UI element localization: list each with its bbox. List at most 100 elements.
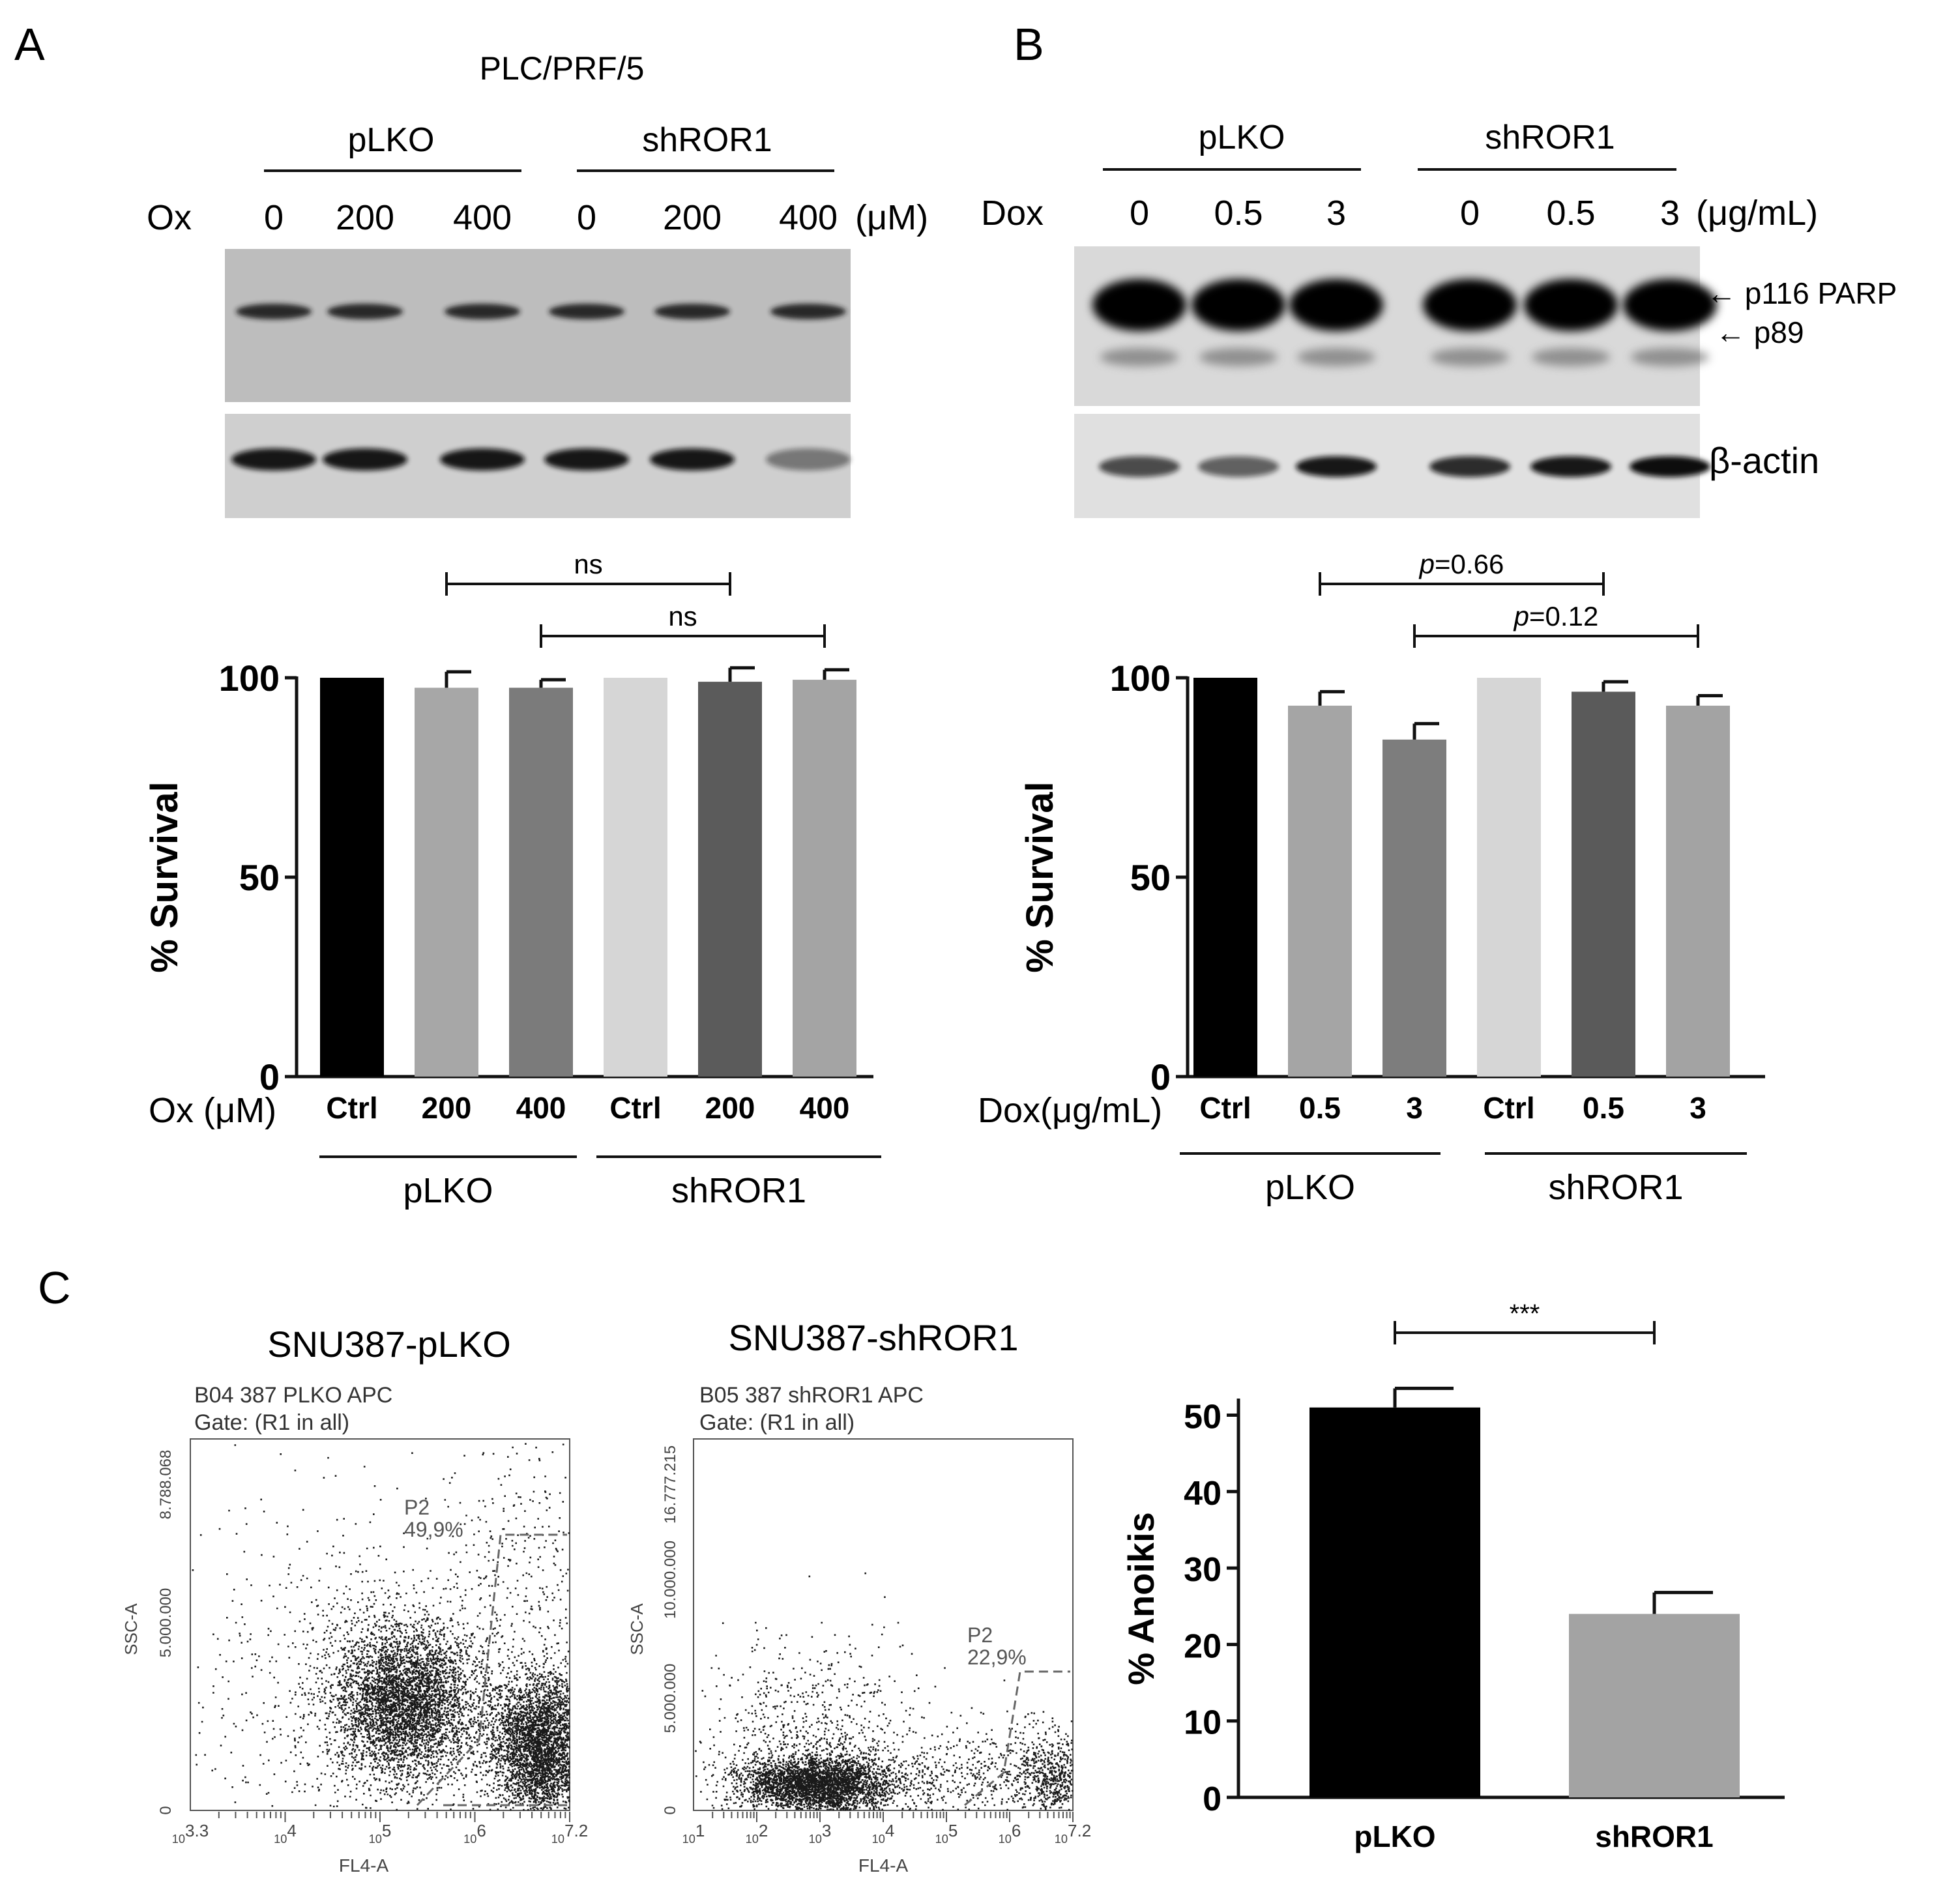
flow-plot-plko-gate-name: P2 <box>404 1496 430 1519</box>
panel-a-letter: A <box>14 19 45 70</box>
panel-a-band-top <box>549 304 624 319</box>
panel-b-band-actin <box>1429 456 1510 477</box>
bar <box>604 678 667 1077</box>
flow-plot-shror1-header1: B05 387 shROR1 APC <box>699 1383 924 1408</box>
panel-b-survival-chart: 0 50 100 % Survival Ctrl 0.5 3 Ctrl 0.5 3 p=0.66 p=… <box>978 549 1765 1207</box>
flow-x-tick-label: 104 <box>274 1821 297 1846</box>
flow-plot-plko-title: SNU387-pLKO <box>267 1324 511 1365</box>
flow-x-tick-label: 103.3 <box>172 1821 209 1846</box>
flow-plot-plko: SNU387-pLKO B04 387 PLKO APC Gate: (R1 i… <box>121 1324 588 1876</box>
x-tick-label: 0.5 <box>1583 1091 1624 1125</box>
flow-plot-plko-header2: Gate: (R1 in all) <box>194 1410 349 1435</box>
panel-b-band-p89 <box>1631 348 1709 366</box>
panel-b-blot <box>1074 246 1717 518</box>
y-tick-label: 100 <box>219 658 280 699</box>
bar <box>415 688 478 1077</box>
panel-a-dose-label: 200 <box>336 198 394 237</box>
y-tick-label: 30 <box>1184 1551 1221 1589</box>
group-label: shROR1 <box>1548 1168 1683 1207</box>
panel-a-blot-top <box>225 249 851 402</box>
comparison-label: ns <box>668 601 697 631</box>
flow-plot-shror1-gate <box>964 1670 1070 1806</box>
panel-b-dose-label: 0 <box>1460 194 1480 233</box>
flow-x-tick-label: 104 <box>872 1821 895 1846</box>
x-tick-label: 200 <box>422 1091 472 1125</box>
panel-b-dose-label: 3 <box>1326 194 1346 233</box>
bar <box>1193 678 1257 1077</box>
panel-b-band-parp <box>1623 279 1717 331</box>
x-tick-label: Ctrl <box>1199 1091 1251 1125</box>
flow-x-tick-label: 106 <box>463 1821 486 1846</box>
x-tick-label: Ctrl <box>326 1091 377 1125</box>
panel-a-dose-label: 200 <box>663 198 722 237</box>
flow-plot-shror1-population <box>700 1734 942 1811</box>
comparison-label: *** <box>1510 1299 1540 1328</box>
flow-x-tick-label: 105 <box>369 1821 392 1846</box>
y-tick-label: 0 <box>1150 1056 1171 1097</box>
panel-a-dose-label: 400 <box>453 198 512 237</box>
flow-plot-shror1-ylow: 5.000.000 <box>662 1664 679 1734</box>
flow-x-tick-label: 102 <box>746 1821 768 1846</box>
panel-a-band-top <box>327 304 403 319</box>
panel-a-band-bottom <box>231 448 316 471</box>
flow-plot-shror1-population <box>1006 1712 1074 1811</box>
y-tick-label: 20 <box>1184 1627 1221 1665</box>
flow-plot-shror1-gate-pct: 22,9% <box>967 1646 1027 1669</box>
x-tick-label: Ctrl <box>609 1091 661 1125</box>
y-tick-label: 50 <box>239 857 280 898</box>
panel-a-dose-label: 0 <box>577 198 596 237</box>
panel-a-band-top <box>654 304 730 319</box>
panel-a-band-bottom <box>440 448 525 471</box>
panel-b-band-parp <box>1423 279 1517 331</box>
bar <box>793 680 856 1077</box>
flow-plot-plko-header1: B04 387 PLKO APC <box>194 1383 392 1408</box>
panel-a-blot <box>225 249 851 518</box>
bar <box>1572 691 1635 1077</box>
x-tick-label: 3 <box>1689 1091 1706 1125</box>
panel-b-dose-label: 3 <box>1660 194 1680 233</box>
panel-b-band-actin <box>1296 456 1377 477</box>
x-tick-label: pLKO <box>1354 1820 1435 1853</box>
flow-plot-shror1-yzero: 0 <box>662 1806 679 1814</box>
flow-plot-plko-yzero: 0 <box>157 1806 175 1814</box>
flow-plot-shror1-ymax: 16.777.215 <box>662 1445 679 1524</box>
flow-x-tick-label: 106 <box>999 1821 1021 1846</box>
panel-b-dose-label: 0.5 <box>1214 194 1263 233</box>
flow-x-tick-label: 107.2 <box>1055 1821 1091 1846</box>
comparison-label: p=0.12 <box>1513 601 1599 631</box>
x-tick-label: 3 <box>1406 1091 1423 1125</box>
y-tick-label: 10 <box>1184 1704 1221 1742</box>
y-axis-label: % Anoikis <box>1120 1512 1162 1685</box>
panel-b-band-p89 <box>1297 348 1375 366</box>
bar <box>1309 1407 1480 1797</box>
flow-plot-plko-ymid: 5.000.000 <box>157 1588 175 1658</box>
flow-plot-plko-ymax: 8.788.068 <box>157 1450 175 1520</box>
panel-b-blot-top <box>1074 246 1700 406</box>
panel-a-treatment-label: Ox <box>147 198 192 237</box>
panel-b-band-p89 <box>1199 348 1278 366</box>
flow-plot-plko-gate-pct: 49,9% <box>404 1518 463 1541</box>
panel-a-group-label-plko: pLKO <box>348 121 435 159</box>
comparison-label: ns <box>574 549 602 579</box>
panel-a-cell-line: PLC/PRF/5 <box>480 50 645 87</box>
panel-a-dose-label: 0 <box>264 198 284 237</box>
panel-b-band-parp <box>1524 279 1618 331</box>
flow-plot-shror1-header2: Gate: (R1 in all) <box>699 1410 855 1435</box>
bar <box>509 688 573 1077</box>
panel-a-band-bottom <box>323 448 407 471</box>
panel-a-group-label-shror1: shROR1 <box>642 121 772 159</box>
x-tick-label: 200 <box>705 1091 755 1125</box>
flow-plot-shror1-population <box>695 1572 963 1811</box>
bar <box>320 678 384 1077</box>
panel-b-dose-label: 0 <box>1130 194 1149 233</box>
flow-x-tick-label: 105 <box>935 1821 958 1846</box>
y-tick-label: 0 <box>259 1056 280 1097</box>
bar <box>1666 705 1730 1077</box>
x-tick-label: shROR1 <box>1595 1820 1713 1853</box>
flow-x-tick-label: 107.2 <box>551 1821 588 1846</box>
x-tick-label: Ctrl <box>1483 1091 1534 1125</box>
panel-b-treatment-label: Dox <box>981 194 1044 233</box>
flow-plot-plko-population <box>387 1443 570 1810</box>
panel-b-label-p116-parp: ← p116 PARP <box>1706 276 1897 310</box>
panel-a-band-bottom <box>650 448 735 471</box>
